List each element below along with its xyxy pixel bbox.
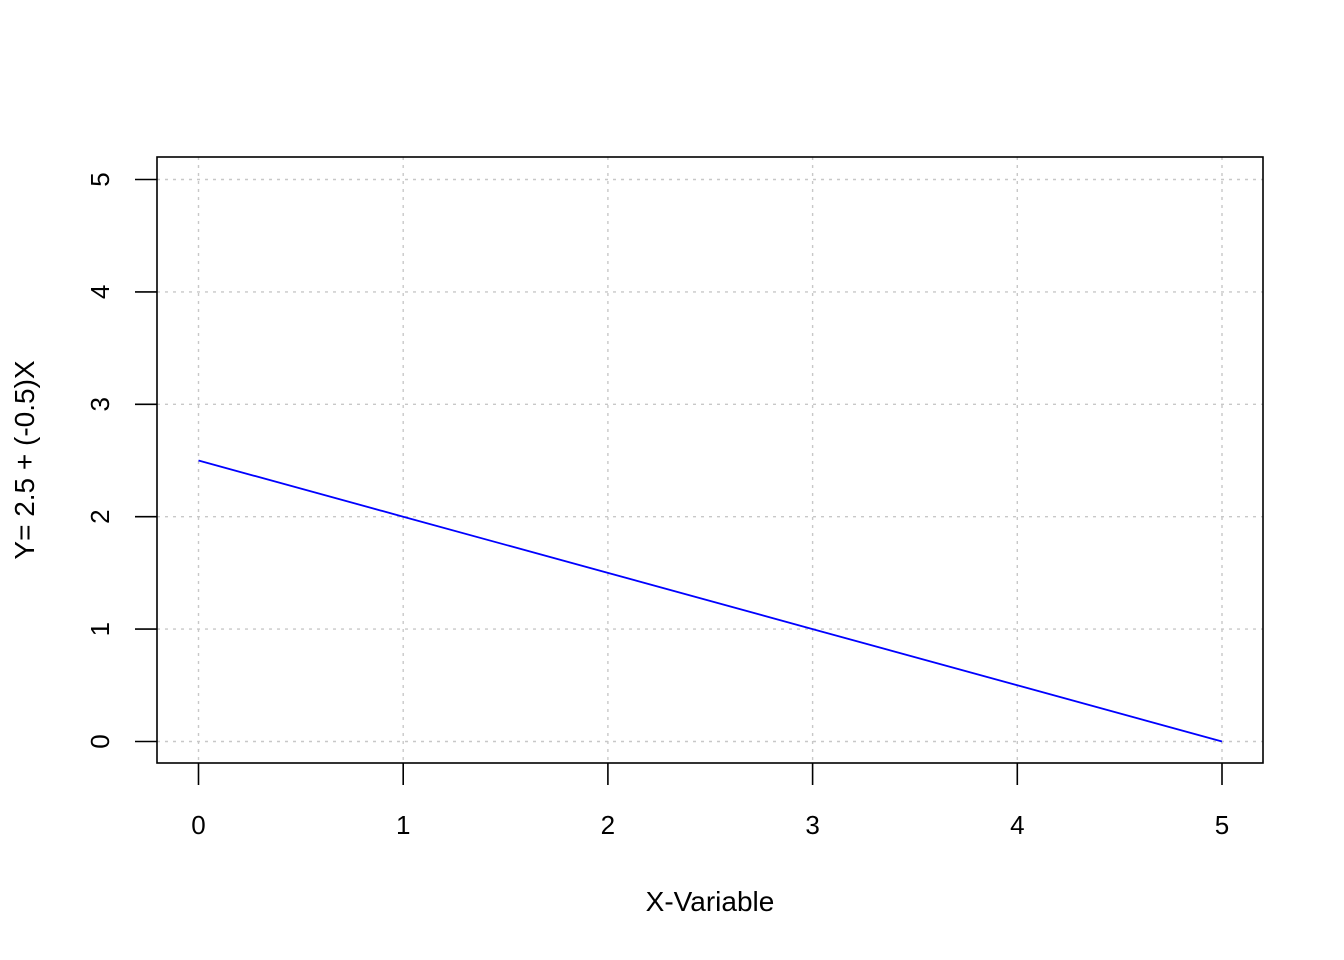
y-tick-label: 2	[85, 509, 115, 523]
plot-frame	[156, 156, 1264, 764]
x-tick-label: 2	[601, 810, 615, 840]
x-axis: 0 1 2 3 4 5	[191, 763, 1229, 840]
x-tick-label: 3	[805, 810, 819, 840]
x-tick-label: 0	[191, 810, 205, 840]
x-axis-title: X-Variable	[646, 886, 775, 917]
x-tick-label: 5	[1215, 810, 1229, 840]
y-tick-label: 5	[85, 172, 115, 186]
y-axis: 0 1 2 3 4 5	[85, 172, 157, 749]
y-tick-label: 4	[85, 285, 115, 299]
series-line	[198, 459, 1223, 743]
x-tick-label: 1	[396, 810, 410, 840]
y-tick-label: 0	[85, 734, 115, 748]
y-tick-label: 1	[85, 622, 115, 636]
x-tick-label: 4	[1010, 810, 1024, 840]
y-tick-label: 3	[85, 397, 115, 411]
grid	[157, 157, 1263, 763]
y-axis-title: Y= 2.5 + (-0.5)X	[9, 360, 40, 560]
series-layer	[198, 459, 1223, 743]
